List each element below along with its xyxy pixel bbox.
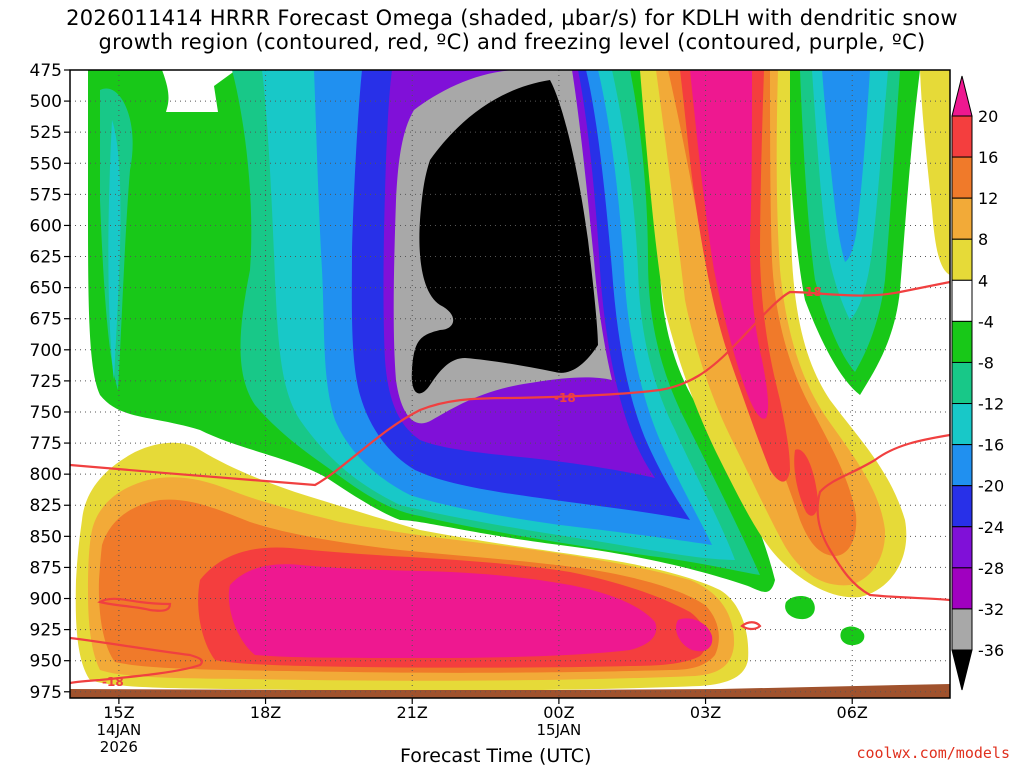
colorbar-band-8 xyxy=(951,403,973,446)
colorbar-label--32: -32 xyxy=(978,600,1004,619)
x-tick-label-06Z: 06Z xyxy=(837,703,868,722)
x-tick-label-21Z: 21Z xyxy=(397,703,428,722)
y-tick-label-825: 825 xyxy=(30,496,62,516)
colorbar-label--12: -12 xyxy=(978,395,1004,414)
colorbar-label--8: -8 xyxy=(978,353,994,372)
y-tick-label-875: 875 xyxy=(30,558,62,578)
y-tick-label-500: 500 xyxy=(30,92,62,112)
x-axis-title: Forecast Time (UTC) xyxy=(400,745,592,767)
colorbar-label--36: -36 xyxy=(978,641,1004,660)
ascent-region-left xyxy=(88,70,775,592)
omega-band-minus36 xyxy=(411,80,598,394)
colorbar-band-7 xyxy=(951,361,973,405)
colorbar-label--20: -20 xyxy=(978,477,1004,496)
colorbar-band-3 xyxy=(951,197,973,240)
colorbar-label-8: 8 xyxy=(978,230,988,249)
x-tick-sublabel-15Z-0: 14JAN xyxy=(97,721,142,739)
colorbar: 20 16 12 8 4 -4 -8 -12 -16 -20 -24 -28 -32 -36 xyxy=(951,75,1004,691)
colorbar-label--4: -4 xyxy=(978,312,994,331)
colorbar-label--28: -28 xyxy=(978,559,1004,578)
y-tick-label-725: 725 xyxy=(30,372,62,392)
dgz-contour-lower-right xyxy=(816,433,950,602)
x-tick-sublabel-15Z-1: 2026 xyxy=(100,738,138,756)
y-tick-label-700: 700 xyxy=(30,341,62,361)
colorbar-band-1 xyxy=(951,115,973,158)
omega-band-plus4-farright xyxy=(920,70,950,275)
y-tick-label-800: 800 xyxy=(30,465,62,485)
credit-text: coolwx.com/models xyxy=(856,744,1010,762)
y-tick-label-575: 575 xyxy=(30,185,62,205)
y-tick-label-475: 475 xyxy=(30,61,62,81)
y-tick-label-675: 675 xyxy=(30,310,62,330)
colorbar-band-4 xyxy=(951,238,973,281)
chart-title-line1: 2026011414 HRRR Forecast Omega (shaded, … xyxy=(66,6,958,30)
y-tick-label-525: 525 xyxy=(30,123,62,143)
omega-band-minus16-right xyxy=(822,70,870,262)
x-tick-label-15Z: 15Z xyxy=(103,703,134,722)
y-tick-label-750: 750 xyxy=(30,403,62,423)
y-tick-label-900: 900 xyxy=(30,590,62,610)
colorbar-band-top xyxy=(951,75,973,117)
y-tick-label-550: 550 xyxy=(30,154,62,174)
omega-band-plus20-lower xyxy=(228,564,713,658)
contour-label-3: -18 xyxy=(102,675,124,689)
y-tick-label-775: 775 xyxy=(30,434,62,454)
colorbar-band-11 xyxy=(951,526,973,569)
contour-label-2: -18 xyxy=(554,391,576,405)
colorbar-label--16: -16 xyxy=(978,436,1004,455)
plot-frame xyxy=(69,69,951,699)
y-tick-label-850: 850 xyxy=(30,527,62,547)
colorbar-label-20: 20 xyxy=(978,107,998,126)
descent-region-lower xyxy=(75,442,749,691)
ground-terrain xyxy=(70,684,950,698)
chart-title-line2: growth region (contoured, red, ºC) and f… xyxy=(98,30,926,54)
x-tick-sublabel-00Z-0: 15JAN xyxy=(537,721,582,739)
x-tick-label-00Z: 00Z xyxy=(543,703,574,722)
chart-title: 2026011414 HRRR Forecast Omega (shaded, … xyxy=(0,6,1024,54)
colorbar-band-5 xyxy=(951,279,973,322)
colorbar-label-16: 16 xyxy=(978,148,998,167)
dgz-contour-tiny xyxy=(740,621,762,631)
colorbar-band-9 xyxy=(951,444,973,487)
y-tick-label-950: 950 xyxy=(30,652,62,672)
colorbar-label-12: 12 xyxy=(978,189,998,208)
y-axis: 475 500 525 550 575 600 625 650 675 700 725 750 775 8… xyxy=(30,61,70,703)
descent-region-upper-right xyxy=(640,70,950,598)
colorbar-band-2 xyxy=(951,156,973,199)
dgz-contour-loop xyxy=(97,597,172,612)
colorbar-band-10 xyxy=(951,485,973,528)
x-tick-label-18Z: 18Z xyxy=(250,703,281,722)
contour-label-1: -18 xyxy=(800,285,822,299)
ascent-region-right xyxy=(785,70,920,646)
grid-lines xyxy=(70,70,950,698)
colorbar-band-bottom xyxy=(951,649,973,691)
colorbar-label--24: -24 xyxy=(978,518,1004,537)
colorbar-band-12 xyxy=(951,567,973,610)
colorbar-label-4: 4 xyxy=(978,271,988,290)
dgz-contours xyxy=(70,280,950,685)
dgz-contour-upper xyxy=(70,280,950,487)
plot-area: -18 -18 -18 xyxy=(70,70,950,698)
y-tick-label-600: 600 xyxy=(30,216,62,236)
colorbar-band-13 xyxy=(951,608,973,651)
omega-band-small-green-1 xyxy=(785,596,815,620)
colorbar-band-6 xyxy=(951,320,973,363)
y-tick-label-650: 650 xyxy=(30,279,62,299)
x-tick-label-03Z: 03Z xyxy=(690,703,721,722)
y-tick-label-625: 625 xyxy=(30,248,62,268)
contour-labels: -18 -18 -18 xyxy=(102,285,822,689)
y-tick-label-975: 975 xyxy=(30,683,62,703)
dgz-contour-lower-left xyxy=(70,636,204,685)
y-tick-label-925: 925 xyxy=(30,621,62,641)
